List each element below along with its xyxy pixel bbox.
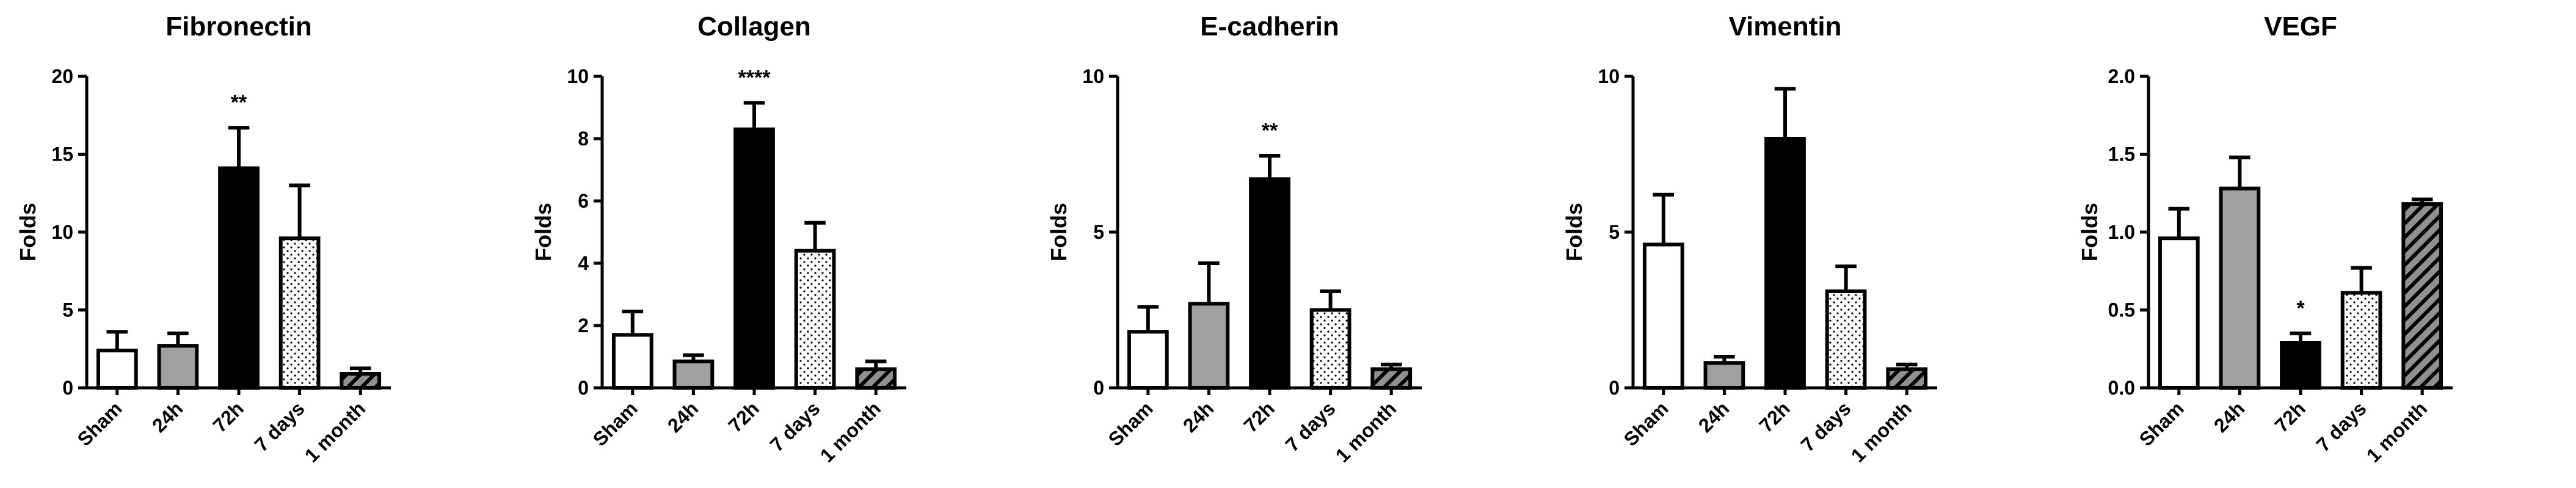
x-tick-label: Sham	[1104, 397, 1157, 450]
significance-label: *	[2296, 297, 2305, 320]
bar	[1703, 361, 1745, 390]
bar	[672, 359, 715, 390]
y-tick-label: 1.0	[2108, 221, 2135, 243]
y-tick-label: 1.5	[2108, 144, 2135, 166]
x-tick-label: Sham	[73, 397, 126, 450]
y-axis-label: Folds	[15, 203, 40, 261]
x-tick-label: 24h	[1179, 397, 1218, 436]
bar	[2219, 186, 2261, 390]
y-tick-label: 0.5	[2108, 299, 2135, 321]
y-tick-label: 10	[1082, 65, 1104, 87]
y-tick-label: 15	[51, 144, 73, 166]
x-tick-label: 1 month	[816, 397, 885, 466]
x-tick-label: Sham	[1620, 397, 1673, 450]
chart-title: E-cadherin	[1200, 12, 1339, 42]
bar	[1642, 242, 1684, 390]
bar	[611, 333, 653, 390]
bar	[1764, 137, 1806, 390]
bar	[733, 127, 775, 390]
bar	[1309, 308, 1352, 390]
x-tick-label: 72h	[724, 397, 763, 436]
bar	[340, 372, 382, 390]
y-axis-label: Folds	[1046, 203, 1071, 261]
bar	[1127, 330, 1169, 390]
bar	[1249, 177, 1290, 390]
x-tick-label: 1 month	[2362, 397, 2431, 466]
x-tick-label: 7 days	[1797, 397, 1855, 456]
chart-title: VEGF	[2264, 12, 2337, 42]
bar	[218, 166, 260, 390]
bar	[1188, 302, 1230, 390]
y-tick-label: 0	[62, 377, 73, 399]
y-tick-label: 2.0	[2108, 65, 2135, 87]
bar	[2280, 341, 2321, 390]
y-axis-label: Folds	[1562, 203, 1587, 261]
y-tick-label: 5	[1093, 221, 1104, 243]
bar	[2401, 202, 2443, 390]
chart-title: Fibronectin	[166, 12, 312, 42]
x-tick-label: 24h	[1694, 397, 1733, 436]
y-tick-label: 5	[1609, 221, 1620, 243]
x-tick-label: 7 days	[250, 397, 309, 456]
y-tick-label: 0	[578, 377, 589, 399]
x-tick-label: 7 days	[766, 397, 824, 456]
x-tick-label: 24h	[663, 397, 702, 436]
y-tick-label: 8	[578, 128, 589, 150]
bar	[1370, 367, 1413, 390]
x-tick-label: 72h	[1240, 397, 1279, 436]
y-axis-label: Folds	[2077, 203, 2102, 261]
significance-label: ****	[738, 66, 771, 89]
x-tick-label: 72h	[1755, 397, 1794, 436]
bar	[2340, 291, 2382, 390]
bar	[278, 236, 321, 390]
panel: VEGF Folds 0.0 0.5 1.0 1.5 2.0 Sham 24h 72h 7 days…	[2077, 12, 2453, 467]
y-tick-label: 20	[51, 65, 73, 87]
chart-title: Collagen	[697, 12, 811, 42]
chart-title: Vimentin	[1728, 12, 1841, 42]
x-tick-label: 72h	[2271, 397, 2310, 436]
y-tick-label: 0	[1093, 377, 1104, 399]
x-tick-label: 72h	[209, 397, 248, 436]
bar	[157, 344, 199, 390]
bar	[2158, 236, 2200, 390]
x-tick-label: Sham	[2135, 397, 2188, 450]
bar	[855, 367, 897, 390]
bar	[794, 249, 836, 390]
significance-label: **	[1262, 119, 1278, 142]
x-tick-label: 1 month	[300, 397, 369, 466]
y-axis-label: Folds	[531, 203, 556, 261]
y-tick-label: 5	[62, 299, 73, 321]
panel: Fibronectin Folds 0 5 10 15 20 Sham 24h 72h 7 days…	[15, 12, 391, 467]
y-tick-label: 0.0	[2108, 377, 2135, 399]
y-tick-label: 0	[1609, 377, 1620, 399]
bar	[1825, 289, 1867, 390]
y-tick-label: 10	[1598, 65, 1620, 87]
bar	[96, 348, 138, 390]
significance-label: **	[231, 91, 247, 114]
x-tick-label: 1 month	[1847, 397, 1916, 466]
x-tick-label: 7 days	[2312, 397, 2371, 456]
x-tick-label: 24h	[148, 397, 187, 436]
x-tick-label: 1 month	[1331, 397, 1400, 466]
y-tick-label: 10	[51, 221, 73, 243]
y-tick-label: 10	[567, 65, 589, 87]
y-tick-label: 4	[578, 252, 589, 274]
y-tick-label: 6	[578, 190, 589, 212]
y-tick-label: 2	[578, 315, 589, 337]
x-tick-label: Sham	[589, 397, 642, 450]
bar	[1886, 367, 1928, 390]
x-tick-label: 24h	[2210, 397, 2249, 436]
x-tick-label: 7 days	[1281, 397, 1340, 456]
